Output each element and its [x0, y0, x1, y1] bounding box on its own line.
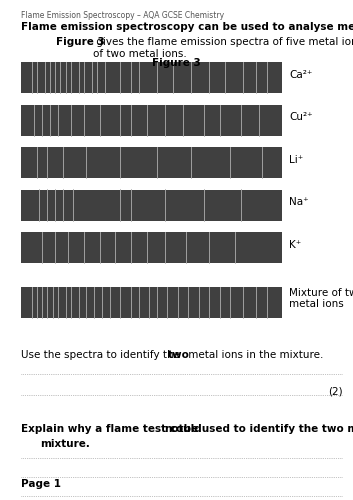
Text: not: not — [164, 424, 184, 434]
Text: Na⁺: Na⁺ — [289, 198, 309, 207]
Text: Use the spectra to identify the: Use the spectra to identify the — [21, 350, 184, 360]
FancyBboxPatch shape — [21, 147, 282, 178]
Text: K⁺: K⁺ — [289, 240, 302, 250]
Text: Flame Emission Spectroscopy – AQA GCSE Chemistry: Flame Emission Spectroscopy – AQA GCSE C… — [21, 12, 224, 20]
Text: be used to identify the two metal ions in the: be used to identify the two metal ions i… — [180, 424, 353, 434]
FancyBboxPatch shape — [21, 62, 282, 93]
Text: metal ions in the mixture.: metal ions in the mixture. — [185, 350, 323, 360]
Text: Li⁺: Li⁺ — [289, 155, 304, 165]
Text: Flame emission spectroscopy can be used to analyse metal ions in solution.: Flame emission spectroscopy can be used … — [21, 22, 353, 32]
Text: Cu²⁺: Cu²⁺ — [289, 112, 313, 122]
FancyBboxPatch shape — [21, 287, 282, 318]
Text: Mixture of two
metal ions: Mixture of two metal ions — [289, 288, 353, 310]
Text: (2): (2) — [328, 386, 342, 396]
Text: gives the flame emission spectra of five metal ions, and of a mixture
of two met: gives the flame emission spectra of five… — [93, 37, 353, 58]
Text: two: two — [168, 350, 190, 360]
Text: Explain why a flame test could: Explain why a flame test could — [21, 424, 205, 434]
Text: mixture.: mixture. — [41, 439, 90, 449]
Text: Figure 3: Figure 3 — [56, 37, 105, 47]
FancyBboxPatch shape — [21, 190, 282, 220]
Text: Figure 3: Figure 3 — [152, 58, 201, 68]
Text: Ca²⁺: Ca²⁺ — [289, 70, 313, 80]
FancyBboxPatch shape — [21, 104, 282, 136]
Text: Page 1: Page 1 — [21, 479, 61, 489]
FancyBboxPatch shape — [21, 232, 282, 263]
